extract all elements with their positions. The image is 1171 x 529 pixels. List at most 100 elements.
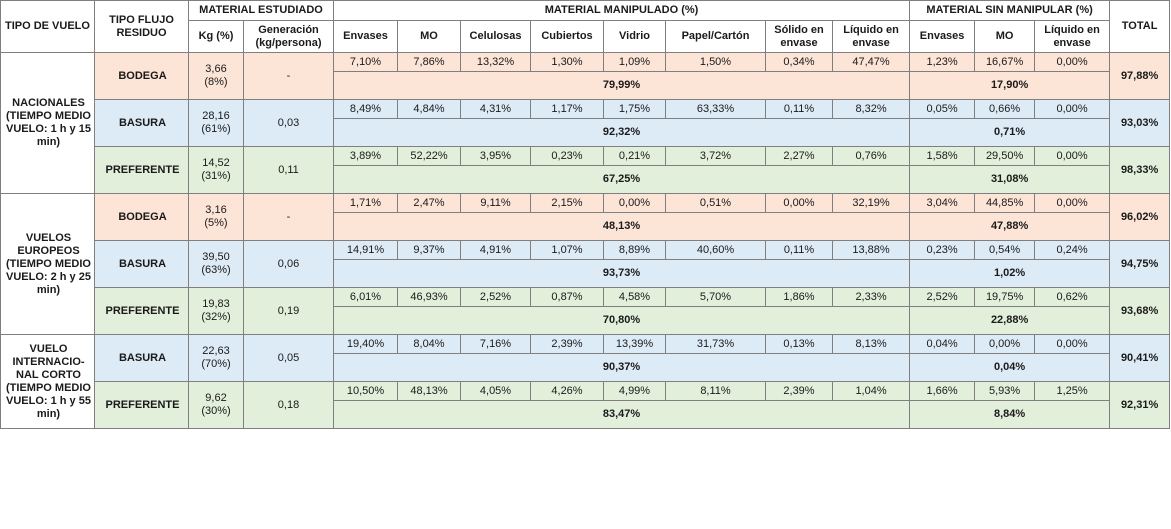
manipulated-value: 3,72% bbox=[665, 146, 766, 166]
kg-cell: 19,83 (32%) bbox=[188, 287, 244, 335]
header-manip-envases: Envases bbox=[333, 20, 398, 53]
unmanipulated-value: 0,00% bbox=[974, 334, 1036, 354]
manipulated-value: 0,13% bbox=[765, 334, 833, 354]
manipulated-value: 1,17% bbox=[530, 99, 604, 119]
header-sin-envases: Envases bbox=[909, 20, 976, 53]
kg-value: 39,50 bbox=[202, 251, 230, 263]
unmanipulated-value: 1,23% bbox=[909, 52, 976, 72]
table-subtotal-row: 83,47% 8,84% bbox=[1, 400, 1170, 429]
generation-value: 0,06 bbox=[243, 240, 334, 288]
unmanipulated-value: 0,00% bbox=[1034, 99, 1111, 119]
manipulated-value: 0,34% bbox=[765, 52, 833, 72]
header-material-manipulado: MATERIAL MANIPULADO (%) bbox=[332, 0, 911, 21]
header-sin-liquido: Líquido en envase bbox=[1034, 20, 1111, 53]
kg-percent: (31%) bbox=[201, 170, 231, 182]
table-subtotal-row: 67,25% 31,08% bbox=[1, 165, 1170, 194]
header-manip-celulosas: Celulosas bbox=[460, 20, 531, 53]
manipulated-value: 1,09% bbox=[603, 52, 666, 72]
row-total: 98,33% bbox=[1109, 146, 1171, 194]
header-sin-mo: MO bbox=[974, 20, 1036, 53]
manipulated-value: 4,26% bbox=[530, 381, 604, 401]
manipulated-value: 1,30% bbox=[530, 52, 604, 72]
table-body: NACIONALES (TIEMPO MEDIO VUELO: 1 h y 15… bbox=[0, 52, 1171, 429]
unmanipulated-subtotal: 1,02% bbox=[909, 259, 1111, 288]
manipulated-value: 0,23% bbox=[530, 146, 604, 166]
manipulated-value: 4,58% bbox=[603, 287, 666, 307]
manipulated-value: 8,13% bbox=[831, 334, 911, 354]
manipulated-value: 7,10% bbox=[333, 52, 398, 72]
waste-stream-label: BODEGA bbox=[94, 193, 189, 241]
manipulated-value: 3,89% bbox=[333, 146, 398, 166]
manipulated-value: 5,70% bbox=[665, 287, 766, 307]
header-row-2: Kg (%) Generación (kg/persona) Envases M… bbox=[1, 20, 1170, 53]
header-kg: Kg (%) bbox=[188, 20, 244, 53]
kg-value: 14,52 bbox=[202, 157, 230, 169]
table-row: VUELO INTERNACIO-NAL CORTO (TIEMPO MEDIO… bbox=[0, 334, 1171, 429]
table-subtotal-row: 90,37% 0,04% bbox=[1, 353, 1170, 382]
row-total: 92,31% bbox=[1109, 381, 1171, 429]
header-tipo-flujo: TIPO FLUJO RESIDUO bbox=[94, 0, 189, 53]
flight-type-label: VUELO INTERNACIO-NAL CORTO (TIEMPO MEDIO… bbox=[0, 334, 95, 429]
manipulated-value: 8,89% bbox=[603, 240, 666, 260]
row-total: 90,41% bbox=[1109, 334, 1171, 382]
manipulated-value: 13,39% bbox=[603, 334, 666, 354]
manipulated-value: 7,16% bbox=[460, 334, 531, 354]
waste-stream-label: BODEGA bbox=[94, 52, 189, 100]
unmanipulated-value: 0,66% bbox=[974, 99, 1036, 119]
manipulated-value: 0,11% bbox=[765, 99, 833, 119]
manipulated-value: 10,50% bbox=[333, 381, 398, 401]
table-row: BASURA 28,16 (61%) 0,03 8,49% 4,84% 4,31% 1,17%… bbox=[1, 99, 1171, 147]
unmanipulated-subtotal: 31,08% bbox=[909, 165, 1111, 194]
manipulated-value: 52,22% bbox=[397, 146, 461, 166]
row-total: 96,02% bbox=[1109, 193, 1171, 241]
manipulated-value: 0,00% bbox=[765, 193, 833, 213]
kg-value: 3,66 bbox=[205, 63, 227, 75]
manipulated-value: 1,50% bbox=[665, 52, 766, 72]
manipulated-value: 2,39% bbox=[530, 334, 604, 354]
manipulated-value: 9,37% bbox=[397, 240, 461, 260]
unmanipulated-value: 29,50% bbox=[974, 146, 1036, 166]
unmanipulated-value: 0,23% bbox=[909, 240, 976, 260]
manipulated-value: 4,84% bbox=[397, 99, 461, 119]
manipulated-value: 4,31% bbox=[460, 99, 531, 119]
unmanipulated-value: 19,75% bbox=[974, 287, 1036, 307]
manipulated-value: 13,32% bbox=[460, 52, 531, 72]
manipulated-subtotal: 48,13% bbox=[332, 212, 911, 241]
unmanipulated-value: 0,05% bbox=[909, 99, 976, 119]
row-total: 93,68% bbox=[1109, 287, 1171, 335]
manipulated-value: 2,39% bbox=[765, 381, 833, 401]
manipulated-value: 4,05% bbox=[460, 381, 531, 401]
manipulated-value: 4,91% bbox=[460, 240, 531, 260]
kg-cell: 14,52 (31%) bbox=[188, 146, 244, 194]
flight-type-label: VUELOS EUROPEOS (TIEMPO MEDIO VUELO: 2 h… bbox=[0, 193, 95, 335]
unmanipulated-value: 5,93% bbox=[974, 381, 1036, 401]
flight-type-label: NACIONALES (TIEMPO MEDIO VUELO: 1 h y 15… bbox=[0, 52, 95, 194]
unmanipulated-value: 0,00% bbox=[1034, 52, 1111, 72]
manipulated-value: 1,04% bbox=[831, 381, 911, 401]
manipulated-value: 47,47% bbox=[831, 52, 911, 72]
manipulated-subtotal: 92,32% bbox=[332, 118, 911, 147]
generation-value: 0,19 bbox=[243, 287, 334, 335]
manipulated-value: 2,47% bbox=[397, 193, 461, 213]
unmanipulated-subtotal: 22,88% bbox=[909, 306, 1111, 335]
unmanipulated-value: 1,66% bbox=[909, 381, 976, 401]
manipulated-value: 14,91% bbox=[333, 240, 398, 260]
generation-value: - bbox=[243, 193, 334, 241]
unmanipulated-value: 1,58% bbox=[909, 146, 976, 166]
kg-cell: 22,63 (70%) bbox=[188, 334, 244, 382]
table-subtotal-row: 92,32% 0,71% bbox=[1, 118, 1170, 147]
table-row: BASURA 39,50 (63%) 0,06 14,91% 9,37% 4,91% 1,07… bbox=[1, 240, 1171, 288]
manipulated-value: 0,76% bbox=[831, 146, 911, 166]
kg-percent: (63%) bbox=[201, 264, 231, 276]
manipulated-value: 13,88% bbox=[831, 240, 911, 260]
table-row: PREFERENTE 19,83 (32%) 0,19 6,01% 46,93% 2,52%… bbox=[1, 287, 1171, 335]
header-manip-mo: MO bbox=[397, 20, 461, 53]
row-total: 93,03% bbox=[1109, 99, 1171, 147]
manipulated-value: 0,21% bbox=[603, 146, 666, 166]
manipulated-subtotal: 79,99% bbox=[332, 71, 911, 100]
kg-percent: (70%) bbox=[201, 358, 231, 370]
unmanipulated-value: 0,04% bbox=[909, 334, 976, 354]
unmanipulated-subtotal: 47,88% bbox=[909, 212, 1111, 241]
kg-percent: (8%) bbox=[204, 76, 228, 88]
waste-stream-label: BASURA bbox=[94, 334, 189, 382]
